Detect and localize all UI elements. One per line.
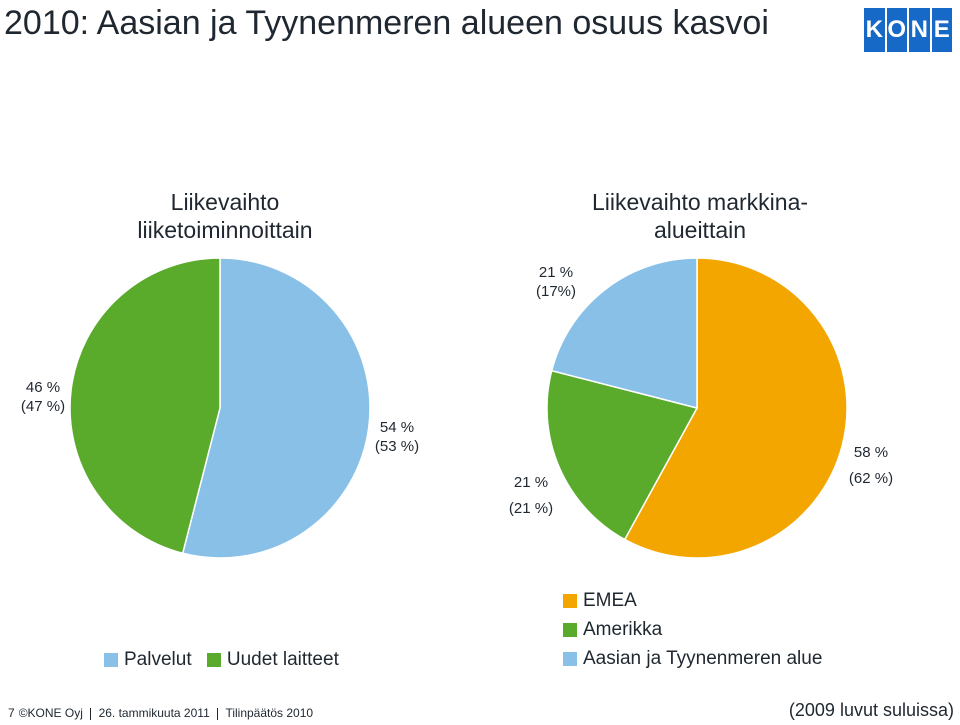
pie-slice-aasian-ja-tyynenmeren-alue bbox=[550, 257, 698, 409]
legend-item-uudet-laitteet: Uudet laitteet bbox=[206, 645, 339, 674]
legend-business: Palvelut Uudet laitteet bbox=[104, 645, 349, 674]
pie-slice-palvelut bbox=[181, 257, 371, 559]
slice-label-amerikka: 21 % (21 %) bbox=[496, 470, 566, 522]
legend-swatch-aasia bbox=[563, 651, 577, 666]
slice-label-emea: 58 % (62 %) bbox=[836, 440, 906, 492]
pie-charts bbox=[69, 257, 848, 559]
slice-prev-amerikka: (21 %) bbox=[508, 500, 554, 517]
logo-letter-o: O bbox=[886, 8, 907, 52]
slice-value-amerikka: 21 % bbox=[513, 474, 549, 491]
legend-swatch-amerikka bbox=[563, 622, 577, 637]
slice-label-uudet-laitteet: 46 % (47 %) bbox=[6, 378, 80, 416]
legend-item-palvelut: Palvelut bbox=[104, 645, 192, 674]
slice-prev-aasia: (17%) bbox=[535, 283, 576, 300]
chart-title-market: Liikevaihto markkina-alueittain bbox=[591, 189, 809, 243]
slice-value-emea: 58 % bbox=[853, 444, 889, 461]
chart-title-business: Liikevaihto liiketoiminnoittain bbox=[137, 189, 313, 243]
footer: 7 ©KONE Oyj 26. tammikuuta 2011 Tilinpäät… bbox=[4, 706, 317, 720]
page-number: 7 bbox=[8, 706, 15, 720]
legend-item-aasia: Aasian ja Tyynenmeren alue bbox=[563, 644, 822, 673]
slice-value-palvelut: 54 % bbox=[379, 419, 415, 436]
prior-year-note: (2009 luvut suluissa) bbox=[788, 700, 954, 720]
legend-swatch-emea bbox=[563, 593, 577, 608]
logo-letter-e: E bbox=[931, 8, 952, 52]
slice-value-uudet-laitteet: 46 % bbox=[25, 379, 61, 396]
legend-swatch-palvelut bbox=[104, 652, 118, 667]
pie-slice-uudet-laitteet bbox=[69, 257, 221, 555]
slice-prev-emea: (62 %) bbox=[848, 470, 894, 487]
slice-prev-uudet-laitteet: (47 %) bbox=[20, 398, 66, 415]
footer-date: 26. tammikuuta 2011 bbox=[98, 706, 210, 720]
slice-label-aasia: 21 % (17%) bbox=[516, 263, 596, 301]
pie-slice-amerikka bbox=[546, 369, 699, 541]
legend-item-emea: EMEA bbox=[563, 586, 822, 615]
slice-label-palvelut: 54 % (53 %) bbox=[360, 418, 434, 456]
slide-title: 2010: Aasian ja Tyynenmeren alueen osuus… bbox=[4, 4, 769, 42]
legend-swatch-uudet-laitteet bbox=[206, 652, 221, 667]
footer-divider bbox=[90, 707, 92, 720]
legend-label-uudet-laitteet: Uudet laitteet bbox=[226, 648, 339, 670]
footer-divider bbox=[217, 707, 219, 720]
logo-letter-k: K bbox=[864, 8, 885, 52]
pie-slice-emea bbox=[623, 257, 848, 559]
legend-market: EMEA Amerikka Aasian ja Tyynenmeren alue bbox=[563, 586, 822, 673]
slice-value-aasia: 21 % bbox=[538, 264, 574, 281]
slice-prev-palvelut: (53 %) bbox=[374, 438, 420, 455]
kone-logo: K O N E bbox=[864, 8, 952, 52]
copyright: ©KONE Oyj bbox=[18, 706, 83, 720]
legend-label-amerikka: Amerikka bbox=[583, 618, 663, 640]
logo-letter-n: N bbox=[909, 8, 930, 52]
legend-label-palvelut: Palvelut bbox=[124, 648, 192, 670]
legend-item-amerikka: Amerikka bbox=[563, 615, 822, 644]
footer-event: Tilinpäätös 2010 bbox=[225, 706, 314, 720]
legend-label-aasia: Aasian ja Tyynenmeren alue bbox=[583, 647, 823, 669]
legend-label-emea: EMEA bbox=[583, 589, 637, 611]
